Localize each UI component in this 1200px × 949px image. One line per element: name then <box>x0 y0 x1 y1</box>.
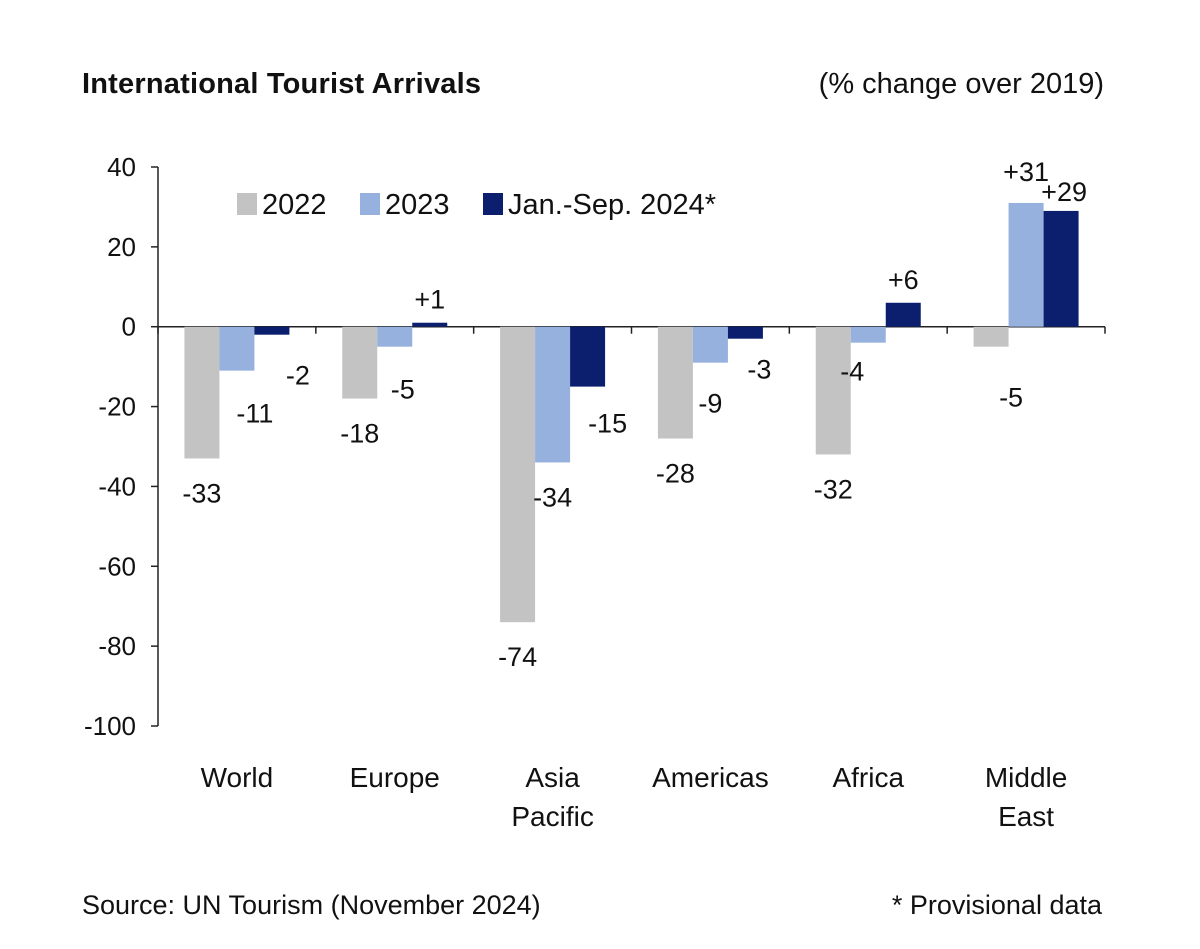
bar-americas-2023 <box>692 326 728 363</box>
bar-africa-2023 <box>850 326 886 343</box>
data-label: -9 <box>698 389 722 419</box>
bar-asia-pacific-jan-sep-2024- <box>570 326 606 387</box>
data-label: -11 <box>236 399 273 429</box>
category-label: World <box>201 762 274 793</box>
bar-middle-east-jan-sep-2024- <box>1043 210 1079 327</box>
bar-europe-2023 <box>377 326 413 347</box>
category-label: Asia <box>525 762 580 793</box>
bar-americas-jan-sep-2024- <box>727 326 763 339</box>
data-label: +29 <box>1041 177 1087 207</box>
data-label: +1 <box>414 285 445 315</box>
y-tick-label: -20 <box>98 392 136 422</box>
bar-europe-jan-sep-2024- <box>412 322 448 327</box>
data-label: -33 <box>182 478 221 508</box>
data-label: -2 <box>286 361 310 391</box>
y-tick-label: 20 <box>107 232 136 262</box>
legend: 2022 2023 Jan.-Sep. 2024* <box>237 189 716 221</box>
legend-swatch <box>483 193 503 215</box>
legend-label: Jan.-Sep. 2024* <box>508 189 716 221</box>
category-label: Americas <box>652 762 769 793</box>
bar-middle-east-2022 <box>973 326 1009 347</box>
data-label: -5 <box>999 383 1023 413</box>
bar-africa-jan-sep-2024- <box>885 302 921 327</box>
provisional-note: * Provisional data <box>891 890 1102 920</box>
bar-asia-pacific-2022 <box>500 326 536 623</box>
data-label: -15 <box>588 409 627 439</box>
bar-africa-2022 <box>815 326 851 455</box>
category-label: Europe <box>350 762 440 793</box>
data-label: +31 <box>1003 157 1049 187</box>
axes: 40 20 0 -20 -40 -60 -80 -100 <box>84 152 1106 741</box>
y-tick-label: -100 <box>84 711 136 741</box>
bar-world-2022 <box>184 326 220 459</box>
category-label: Pacific <box>511 801 593 832</box>
data-labels: -33 -11 -2 -18 -5 +1 -74 -34 -15 -28 -9 -3 -32 -4 +6 -5… <box>182 157 1087 672</box>
legend-label: 2023 <box>385 189 450 221</box>
legend-swatch <box>360 193 380 215</box>
y-tick-label: -40 <box>98 471 136 501</box>
y-tick-label: 0 <box>122 312 136 342</box>
legend-label: 2022 <box>262 189 327 221</box>
bars <box>184 202 1079 623</box>
data-label: -28 <box>656 459 695 489</box>
chart-title: International Tourist Arrivals <box>82 68 482 100</box>
category-label: East <box>998 801 1054 832</box>
data-label: -3 <box>747 355 771 385</box>
data-label: -5 <box>391 375 415 405</box>
category-labels: World Europe Asia Pacific Americas Africa Midd… <box>201 762 1068 832</box>
legend-swatch <box>237 193 257 215</box>
data-label: -32 <box>814 474 853 504</box>
bar-world-jan-sep-2024- <box>254 326 290 335</box>
category-label: Africa <box>832 762 904 793</box>
data-label: -74 <box>498 642 537 672</box>
data-label: +6 <box>888 265 919 295</box>
y-tick-label: 40 <box>107 152 136 182</box>
bar-americas-2022 <box>657 326 693 439</box>
y-tick-label: -80 <box>98 631 136 661</box>
data-label: -18 <box>340 419 379 449</box>
bar-europe-2022 <box>342 326 378 399</box>
category-label: Middle <box>985 762 1067 793</box>
bar-middle-east-2023 <box>1008 202 1044 327</box>
bar-world-2023 <box>219 326 255 371</box>
chart-subtitle: (% change over 2019) <box>818 68 1104 100</box>
data-label: -34 <box>533 482 572 512</box>
y-tick-label: -60 <box>98 551 136 581</box>
bar-asia-pacific-2023 <box>535 326 571 463</box>
source-note: Source: UN Tourism (November 2024) <box>82 890 541 920</box>
data-label: -4 <box>840 357 864 387</box>
